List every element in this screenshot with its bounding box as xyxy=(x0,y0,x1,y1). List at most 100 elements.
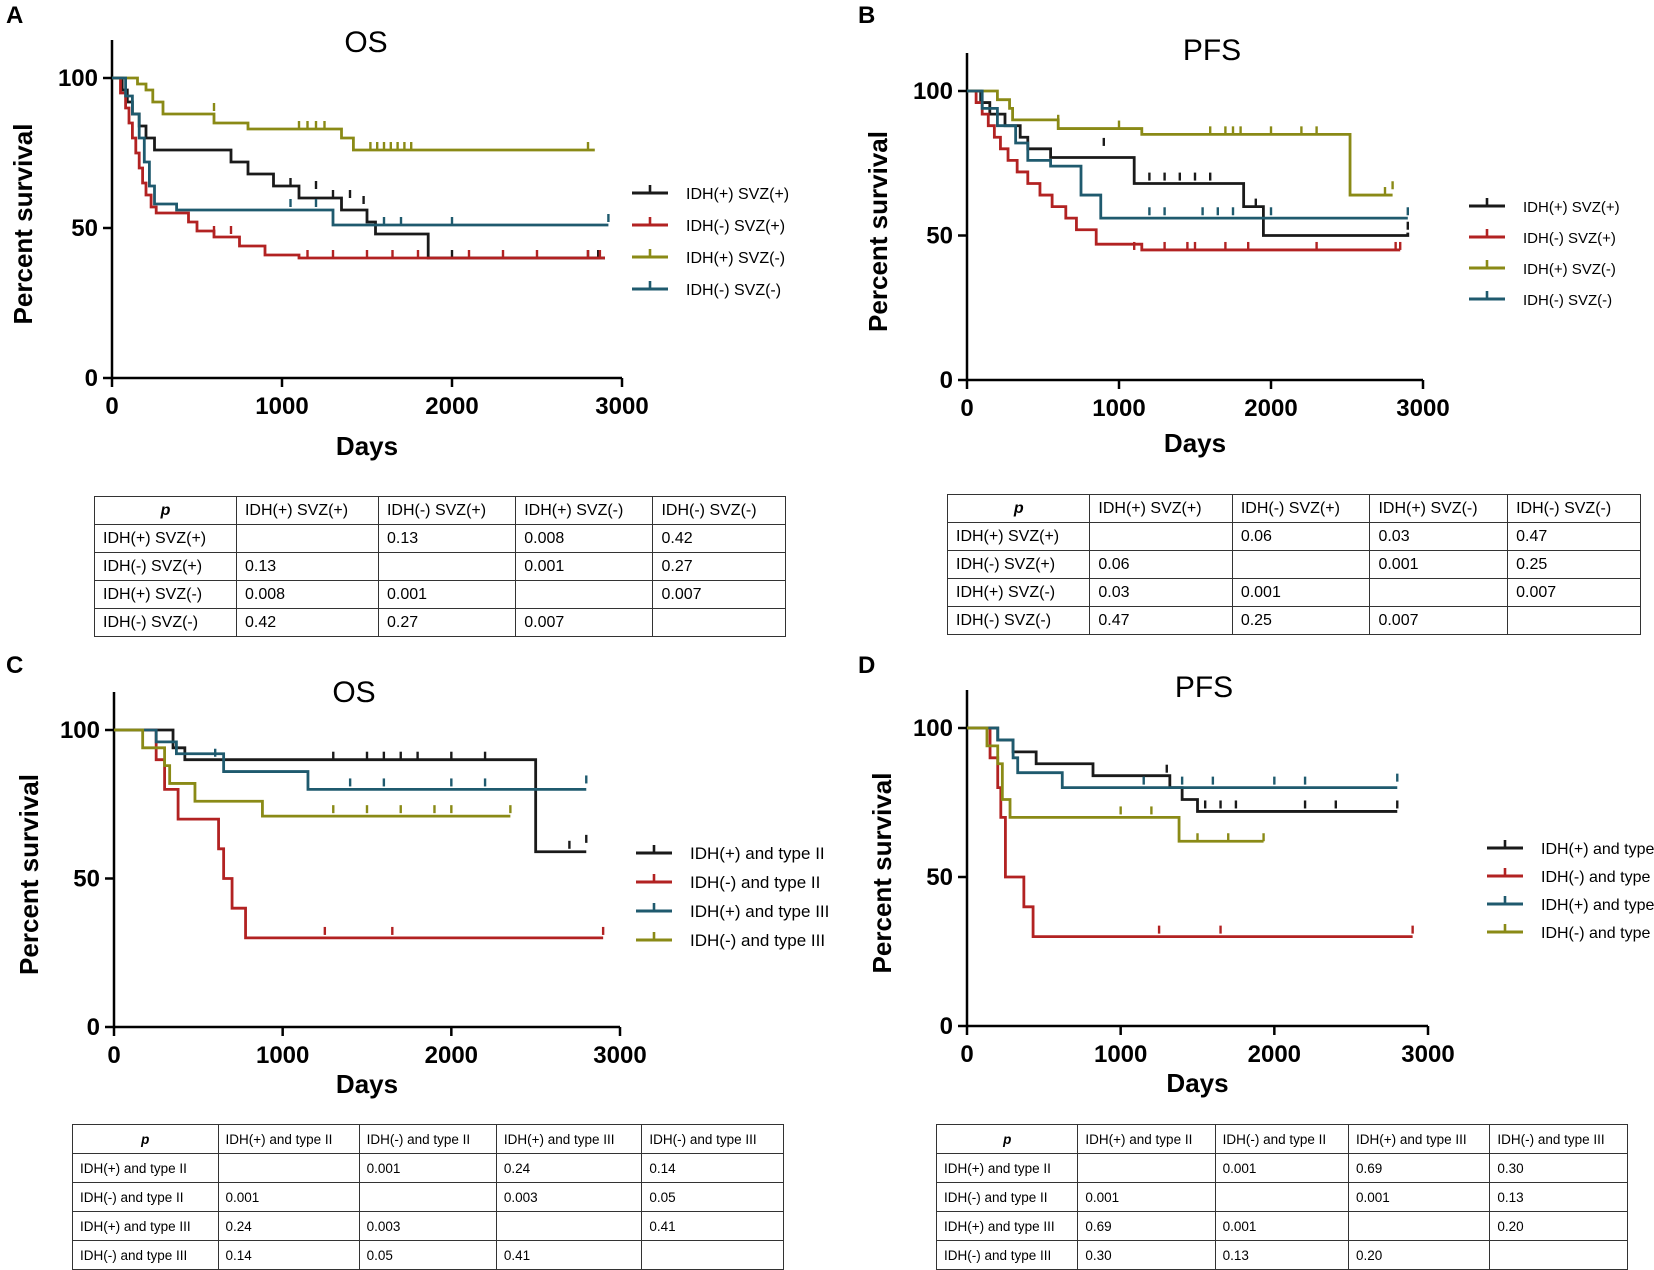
table-cell: 0.47 xyxy=(1089,606,1233,635)
table-cell: 0.008 xyxy=(235,580,379,609)
table-row-header: IDH(-) and type III xyxy=(72,1240,219,1270)
pfs-chart-b: PFS 0 1000 2000 3000 0 50 100 Days Percent surviv… xyxy=(863,34,1620,458)
y-axis-label: Percent survival xyxy=(867,773,897,974)
table-row-header: IDH(+) SVZ(+) xyxy=(94,524,237,553)
table-header-row: p IDH(+) and type II IDH(-) and type II IDH… xyxy=(72,1124,784,1154)
x-tick-label: 0 xyxy=(960,395,973,422)
table-row-header: IDH(+) and type II xyxy=(935,1153,1079,1183)
table-cell: 0.47 xyxy=(1507,522,1641,551)
table-row: IDH(-) SVZ(-) 0.42 0.27 0.007 xyxy=(94,608,786,637)
table-cell: 0.003 xyxy=(358,1211,497,1241)
table-corner-p: p xyxy=(94,496,237,525)
legend-label: IDH(+) SVZ(+) xyxy=(686,186,789,203)
table-cell: 0.30 xyxy=(1077,1240,1216,1270)
table-row-header: IDH(-) and type III xyxy=(935,1240,1079,1270)
table-row-header: IDH(-) SVZ(-) xyxy=(94,608,237,637)
table-column-header: IDH(+) SVZ(-) xyxy=(1369,494,1509,523)
survival-curve xyxy=(114,728,587,791)
table-cell: 0.20 xyxy=(1489,1211,1628,1241)
survival-curve xyxy=(967,726,1413,938)
table-column-header: IDH(-) SVZ(+) xyxy=(1231,494,1371,523)
survival-curve xyxy=(967,726,1264,843)
x-axis-label: Days xyxy=(336,431,398,461)
table-cell: 0.69 xyxy=(1077,1211,1216,1241)
table-cell: 0.001 xyxy=(515,552,654,581)
table-cell: 0.03 xyxy=(1089,578,1233,607)
table-cell: 0.001 xyxy=(1077,1182,1216,1212)
y-axis-label: Percent survival xyxy=(8,124,38,325)
x-tick-label: 2000 xyxy=(1244,395,1297,422)
survival-curve xyxy=(967,726,1398,789)
table-cell: 0.27 xyxy=(377,608,517,637)
table-row: IDH(-) SVZ(+) 0.06 0.001 0.25 xyxy=(946,550,1641,579)
table-cell: 0.001 xyxy=(1214,1153,1349,1183)
table-cell: 0.24 xyxy=(217,1211,360,1241)
y-tick-label: 100 xyxy=(58,65,98,92)
survival-curve xyxy=(114,728,587,854)
table-cell: 0.06 xyxy=(1231,522,1371,551)
table-row: IDH(-) and type II 0.001 0.003 0.05 xyxy=(72,1182,784,1212)
panel-label-a: A xyxy=(6,2,24,29)
table-cell: 0.003 xyxy=(495,1182,643,1212)
x-tick-label: 2000 xyxy=(425,393,478,420)
legend-label: IDH(-) and type III xyxy=(1541,925,1654,942)
table-cell: 0.25 xyxy=(1507,550,1641,579)
table-cell: 0.007 xyxy=(652,580,786,609)
table-row-header: IDH(+) SVZ(+) xyxy=(946,522,1091,551)
table-column-header: IDH(-) SVZ(-) xyxy=(652,496,786,525)
table-cell: 0.13 xyxy=(1214,1240,1349,1270)
y-tick-label: 50 xyxy=(73,866,100,893)
x-tick-label: 3000 xyxy=(593,1042,646,1069)
table-row: IDH(-) SVZ(-) 0.47 0.25 0.007 xyxy=(946,606,1641,635)
table-cell: 0.001 xyxy=(1347,1182,1491,1212)
survival-curve xyxy=(112,76,605,260)
x-axis-label: Days xyxy=(336,1069,398,1099)
table-cell xyxy=(217,1153,360,1183)
panel-label-b: B xyxy=(858,2,876,29)
table-corner-p: p xyxy=(935,1124,1079,1154)
table-row-header: IDH(+) SVZ(-) xyxy=(94,580,237,609)
table-row: IDH(-) and type III 0.14 0.05 0.41 xyxy=(72,1240,784,1270)
y-tick-label: 50 xyxy=(926,223,953,250)
table-column-header: IDH(+) and type III xyxy=(495,1124,643,1154)
y-tick-label: 50 xyxy=(71,215,98,242)
x-tick-label: 1000 xyxy=(1094,1041,1147,1068)
x-tick-label: 0 xyxy=(105,393,118,420)
table-row: IDH(-) SVZ(+) 0.13 0.001 0.27 xyxy=(94,552,786,581)
legend-label: IDH(+) and type III xyxy=(690,902,829,921)
table-cell xyxy=(377,552,517,581)
table-row-header: IDH(-) and type II xyxy=(72,1182,219,1212)
y-axis-label: Percent survival xyxy=(863,131,893,332)
table-cell xyxy=(235,524,379,553)
table-cell: 0.42 xyxy=(652,524,786,553)
table-cell: 0.25 xyxy=(1231,606,1371,635)
table-header-row: p IDH(+) SVZ(+) IDH(-) SVZ(+) IDH(+) SVZ(-)… xyxy=(94,496,786,525)
table-row-header: IDH(+) and type II xyxy=(72,1153,219,1183)
chart-title: OS xyxy=(332,676,375,709)
chart-title: OS xyxy=(344,26,387,59)
table-cell: 0.13 xyxy=(1489,1182,1628,1212)
table-cell: 0.05 xyxy=(358,1240,497,1270)
chart-title: PFS xyxy=(1183,34,1241,67)
survival-curve xyxy=(112,76,609,227)
x-tick-label: 2000 xyxy=(425,1042,478,1069)
y-tick-label: 0 xyxy=(940,367,953,394)
table-cell: 0.001 xyxy=(1214,1211,1349,1241)
survival-curve xyxy=(112,76,595,152)
legend-label: IDH(-) and type III xyxy=(690,931,825,950)
survival-curve xyxy=(114,728,604,940)
os-chart-a: OS 0 1000 2000 3000 0 50 100 Days Percent surviva… xyxy=(8,26,789,461)
table-cell: 0.24 xyxy=(495,1153,643,1183)
table-row: IDH(-) and type II 0.001 0.001 0.13 xyxy=(935,1182,1628,1212)
table-row-header: IDH(-) SVZ(+) xyxy=(94,552,237,581)
table-row: IDH(+) SVZ(+) 0.06 0.03 0.47 xyxy=(946,522,1641,551)
table-cell: 0.20 xyxy=(1347,1240,1491,1270)
x-tick-label: 3000 xyxy=(595,393,648,420)
table-column-header: IDH(+) and type III xyxy=(1347,1124,1491,1154)
y-tick-label: 50 xyxy=(926,864,953,891)
x-tick-label: 0 xyxy=(960,1041,973,1068)
x-tick-label: 1000 xyxy=(256,1042,309,1069)
legend-label: IDH(+) SVZ(-) xyxy=(686,250,785,267)
table-row: IDH(+) SVZ(-) 0.03 0.001 0.007 xyxy=(946,578,1641,607)
y-tick-label: 0 xyxy=(87,1014,100,1041)
